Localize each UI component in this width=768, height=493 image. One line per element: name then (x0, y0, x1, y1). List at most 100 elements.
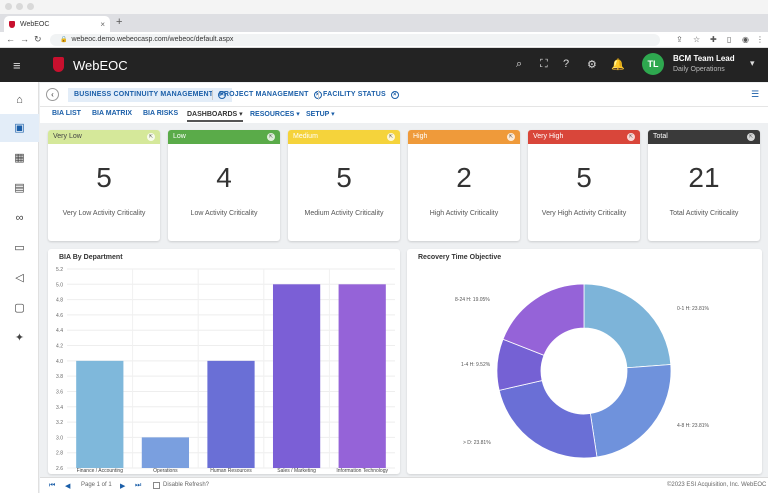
y-tick-label: 4.2 (56, 344, 63, 350)
subnav-bia-matrix[interactable]: BIA MATRIX (92, 110, 133, 117)
slice-label: 8-24 H: 19.05% (455, 297, 490, 303)
bar-sales-marketing[interactable] (272, 284, 321, 468)
user-menu-chevron-icon[interactable]: ▾ (750, 58, 755, 68)
window-minimize-dot[interactable] (16, 3, 23, 10)
monitor-icon[interactable]: ▭ (14, 242, 25, 254)
url-input[interactable]: 🔒 webeoc.demo.webeocasp.com/webeoc/defaul… (50, 34, 660, 46)
browser-tab[interactable]: WebEOC × (4, 16, 110, 32)
bar-information-technology[interactable] (338, 284, 386, 468)
browser-menu-icon[interactable]: ⋮ (756, 35, 764, 44)
card-header: Very Low ⇱ (48, 130, 160, 144)
tab-facility-status[interactable]: FACILITY STATUS × (317, 88, 405, 102)
x-category-label: Information Technology (336, 468, 388, 474)
donut-slice[interactable] (583, 283, 672, 369)
card-expand-icon[interactable]: ⇱ (627, 133, 635, 141)
reload-icon[interactable]: ↻ (34, 34, 42, 44)
criticality-card[interactable]: Total ⇱ 21 Total Activity Criticality (648, 130, 760, 241)
help-icon[interactable]: ? (563, 58, 570, 70)
back-chevron-icon[interactable]: ‹ (46, 88, 59, 101)
subnav-setup[interactable]: SETUP ▾ (306, 111, 335, 118)
card-header: Very High ⇱ (528, 130, 640, 144)
notifications-bell-icon[interactable]: 🔔 (611, 59, 625, 71)
x-category-label: Finance / Accounting (77, 468, 124, 474)
card-expand-icon[interactable]: ⇱ (747, 133, 755, 141)
menu-toggle-icon[interactable]: ≡ (13, 58, 21, 73)
window-maximize-dot[interactable] (27, 3, 34, 10)
webeoc-logo-icon (53, 57, 64, 72)
bookmark-star-icon[interactable]: ☆ (693, 35, 701, 44)
megaphone-icon[interactable]: ◁ (15, 272, 24, 284)
card-expand-icon[interactable]: ⇱ (147, 133, 155, 141)
subnav-dashboards[interactable]: DASHBOARDS ▾ (187, 110, 243, 122)
share-icon[interactable]: ⇪ (676, 35, 683, 44)
plugin-icon[interactable]: ✦ (14, 332, 25, 344)
y-tick-label: 5.2 (56, 267, 63, 273)
y-tick-label: 3.2 (56, 420, 63, 426)
window-close-dot[interactable] (5, 3, 12, 10)
module-list-icon[interactable]: ☰ (751, 89, 760, 99)
y-tick-label: 4.8 (56, 298, 63, 304)
home-icon[interactable]: ⌂ (16, 94, 23, 106)
donut-slice[interactable] (498, 380, 598, 459)
search-icon[interactable]: ⌕ (516, 58, 523, 70)
fullscreen-icon[interactable]: ⛶ (540, 58, 548, 70)
map-icon[interactable]: ▦ (14, 152, 25, 164)
footer: ⏮ ◀ Page 1 of 1 ▶ ⏭ Disable Refresh? ©20… (40, 477, 768, 493)
profile-icon[interactable]: ◉ (742, 35, 749, 44)
contacts-icon[interactable]: ▢ (14, 302, 25, 314)
subnav-resources[interactable]: RESOURCES ▾ (250, 111, 300, 118)
link-icon[interactable]: ∞ (15, 212, 24, 224)
settings-icon[interactable]: ⚙ (587, 59, 597, 71)
bar-finance-accounting[interactable] (76, 360, 124, 468)
donut-slice[interactable] (502, 283, 585, 356)
user-avatar[interactable]: TL (642, 53, 664, 75)
criticality-card[interactable]: High ⇱ 2 High Activity Criticality (408, 130, 520, 241)
lock-icon: 🔒 (60, 37, 68, 43)
card-expand-icon[interactable]: ⇱ (387, 133, 395, 141)
bar-operations[interactable] (141, 437, 190, 468)
next-page-icon[interactable]: ▶ (120, 483, 126, 490)
forward-arrow-icon[interactable]: → (20, 34, 29, 44)
card-header: Total ⇱ (648, 130, 760, 144)
sidebar: ⌂ ▣ ▦ ▤ ∞ ▭ ◁ ▢ ✦ (0, 82, 39, 493)
disable-refresh-checkbox[interactable] (153, 482, 160, 489)
card-title: Low (173, 133, 186, 140)
url-text: webeoc.demo.webeocasp.com/webeoc/default… (71, 36, 234, 43)
criticality-card[interactable]: Low ⇱ 4 Low Activity Criticality (168, 130, 280, 241)
card-expand-icon[interactable]: ⇱ (507, 133, 515, 141)
extensions-icon[interactable]: ✚ (710, 35, 717, 44)
bar-human-resources[interactable] (207, 360, 255, 468)
last-page-icon[interactable]: ⏭ (135, 482, 142, 489)
new-tab-icon[interactable]: + (116, 16, 123, 28)
back-arrow-icon[interactable]: ← (6, 34, 15, 44)
close-tab-icon[interactable]: × (100, 19, 105, 29)
card-expand-icon[interactable]: ⇱ (267, 133, 275, 141)
card-value: 5 (576, 162, 592, 193)
sidepanel-icon[interactable]: ▯ (727, 35, 732, 44)
tab-divider (318, 90, 319, 100)
tab-label: PROJECT MANAGEMENT (219, 91, 309, 98)
close-tab-icon[interactable]: × (390, 91, 399, 99)
browser-tab-title: WebEOC (20, 20, 50, 28)
criticality-card[interactable]: Very Low ⇱ 5 Very Low Activity Criticality (48, 130, 160, 241)
webeoc-favicon-icon (9, 20, 15, 28)
bar-chart: 2.6 2.8 3.0 3.2 3.4 3.6 3.8 4.0 4.2 4.4 4.6 4.8 5.0 5… (56, 267, 395, 474)
tab-project-management[interactable]: PROJECT MANAGEMENT× (213, 88, 328, 102)
boards-icon[interactable]: ▤ (14, 182, 25, 194)
brand-name: WebEOC (73, 58, 128, 73)
close-tab-icon[interactable]: × (313, 91, 322, 99)
card-value: 4 (216, 162, 232, 193)
user-name[interactable]: BCM Team Lead (673, 54, 735, 63)
subnav-bia-risks[interactable]: BIA RISKS (143, 110, 179, 117)
tab-business-continuity[interactable]: BUSINESS CONTINUITY MANAGEMENT × (68, 88, 233, 102)
criticality-card[interactable]: Very High ⇱ 5 Very High Activity Criticalit… (528, 130, 640, 241)
close-tab-icon[interactable]: × (218, 91, 227, 99)
subnav-bia-list[interactable]: BIA LIST (52, 110, 81, 117)
sub-navigation: BIA LIST BIA MATRIX BIA RISKS DASHBOARDS… (40, 107, 768, 123)
criticality-card[interactable]: Medium ⇱ 5 Medium Activity Criticality (288, 130, 400, 241)
dashboard-icon[interactable]: ▣ (0, 114, 39, 142)
prev-page-icon[interactable]: ◀ (65, 483, 71, 490)
y-tick-label: 4.0 (56, 359, 63, 365)
first-page-icon[interactable]: ⏮ (49, 482, 56, 489)
donut-slice[interactable] (589, 364, 672, 458)
